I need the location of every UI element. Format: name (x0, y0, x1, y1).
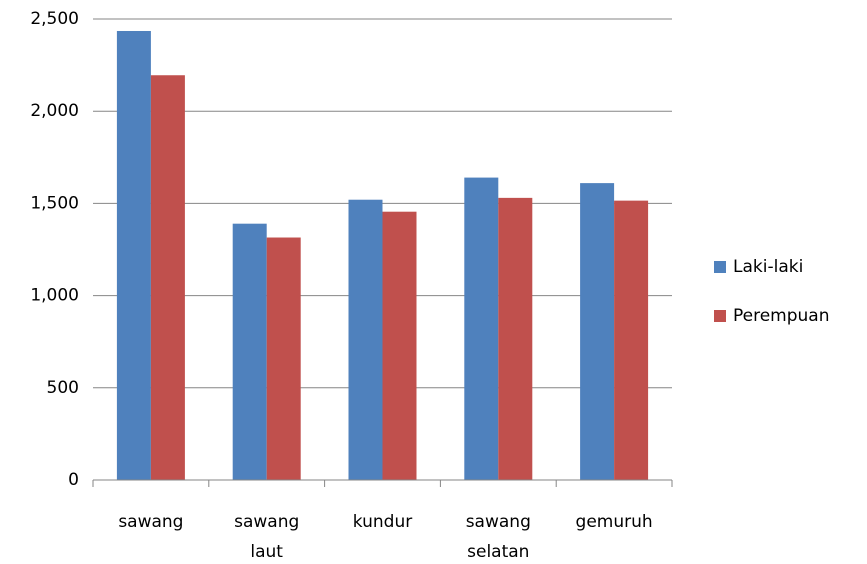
x-tick-label: gemuruh (576, 512, 653, 532)
bar (266, 237, 301, 480)
bar (614, 200, 649, 480)
y-tick-label: 2,500 (30, 9, 79, 29)
legend-label: Laki-laki (733, 257, 803, 277)
x-tick-label: kundur (353, 512, 412, 532)
legend-label: Perempuan (733, 306, 830, 326)
y-tick-label: 1,000 (30, 286, 79, 306)
bar (150, 75, 185, 480)
x-tick-label: sawang selatan (466, 512, 531, 562)
bar (580, 183, 615, 480)
bar (498, 197, 533, 481)
bar (382, 211, 417, 480)
y-tick-label: 500 (47, 378, 79, 398)
x-tick-label: sawang (118, 512, 183, 532)
bar (116, 30, 151, 481)
y-tick-label: 0 (68, 470, 79, 490)
bar (232, 223, 267, 480)
bar (464, 177, 499, 481)
legend-swatch (714, 310, 726, 322)
legend-swatch (714, 261, 726, 273)
y-tick-label: 2,000 (30, 101, 79, 121)
bar (348, 199, 383, 480)
x-tick-label: sawang laut (234, 512, 299, 562)
y-tick-label: 1,500 (30, 193, 79, 213)
